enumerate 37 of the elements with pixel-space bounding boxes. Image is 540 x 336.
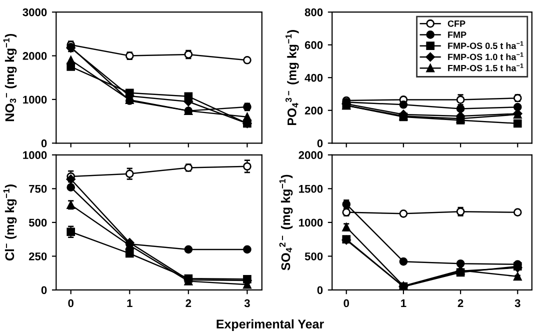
- y-tick-label: 500: [304, 252, 323, 260]
- legend-label: CFP: [448, 20, 466, 27]
- legend-label: FMP-OS 1.5 t ha$^{−1}$: [448, 63, 524, 72]
- y-tick-label: 1000: [299, 218, 323, 227]
- y-tick-label: 0: [317, 286, 323, 294]
- y-tick-label: 500: [28, 218, 47, 227]
- x-tick-label: 3: [514, 299, 520, 308]
- x-tick-label: 2: [458, 299, 464, 308]
- x-axis-title: Experimental Year: [216, 319, 324, 331]
- y-tick-label: 400: [304, 74, 323, 82]
- y-tick-label: 1500: [299, 184, 323, 193]
- y-tick-label: 2000: [298, 151, 323, 160]
- x-tick-label: 1: [127, 299, 132, 308]
- y-tick-label: 3000: [22, 8, 47, 16]
- x-tick-label: 0: [344, 299, 350, 308]
- x-tick-label: 1: [401, 299, 406, 308]
- y-tick-label: 0: [317, 139, 323, 148]
- y-axis-title: PO$_{4}$$^{3−}$ (mg kg$^{−1}$): [285, 30, 299, 126]
- y-axis-title: NO$_{3}$$^{−}$ (mg kg$^{−1}$): [3, 34, 17, 122]
- x-tick-label: 0: [68, 299, 74, 308]
- y-axis-title: SO$_{4}$$^{2−}$ (mg kg$^{−1}$): [279, 174, 293, 270]
- y-tick-label: 2000: [22, 52, 47, 60]
- y-tick-label: 1000: [23, 96, 47, 104]
- y-tick-label: 0: [41, 139, 47, 148]
- y-tick-label: 750: [29, 184, 47, 193]
- legend-label: FMP: [448, 32, 466, 38]
- y-axis-title: Cl$^{−}$ (mg kg$^{−1}$): [3, 184, 17, 260]
- y-tick-label: 0: [41, 286, 47, 294]
- y-tick-label: 800: [304, 8, 323, 16]
- legend-label: FMP-OS 0.5 t ha$^{−1}$: [448, 41, 524, 50]
- legend-label: FMP-OS 1.0 t ha$^{−1}$: [448, 52, 524, 60]
- x-tick-label: 3: [244, 299, 250, 308]
- y-tick-label: 250: [28, 252, 47, 260]
- y-tick-label: 1000: [23, 151, 47, 160]
- x-tick-label: 2: [186, 299, 192, 308]
- y-tick-label: 200: [304, 106, 323, 115]
- y-tick-label: 600: [304, 41, 323, 49]
